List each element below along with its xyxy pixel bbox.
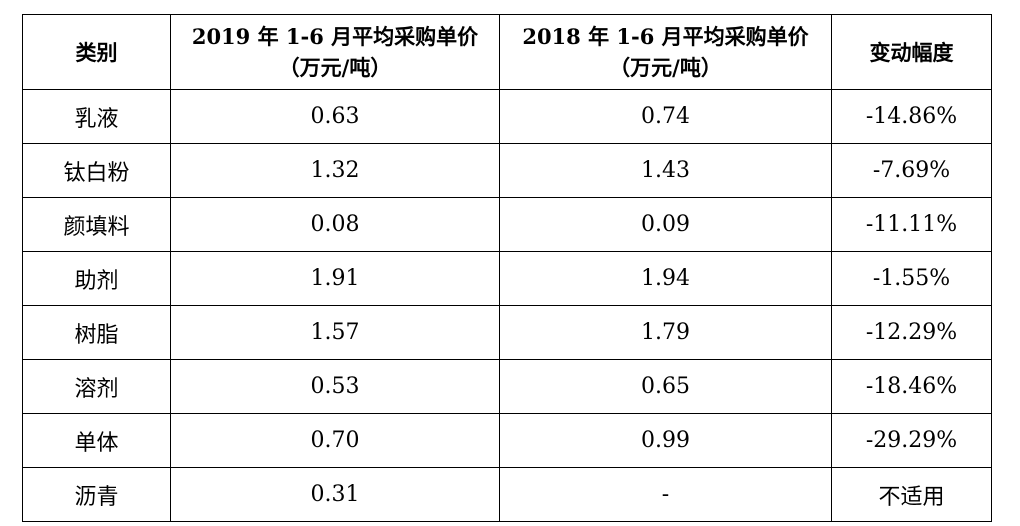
cell-price-2019: 0.31 <box>170 467 500 522</box>
cell-price-2019: 1.32 <box>170 143 500 198</box>
cell-category: 溶剂 <box>22 359 171 414</box>
header-price-2018: 2018 年 1-6 月平均采购单价 （万元/吨） <box>499 14 832 90</box>
table-row: 颜填料 0.08 0.09 -11.11% <box>22 197 992 252</box>
header-category-label: 类别 <box>75 39 118 65</box>
table-row: 乳液 0.63 0.74 -14.86% <box>22 89 992 144</box>
cell-price-2018: 0.99 <box>499 413 832 468</box>
header-change-label: 变动幅度 <box>869 39 954 65</box>
table-row: 沥青 0.31 - 不适用 <box>22 467 992 522</box>
cell-price-2018: - <box>499 467 832 522</box>
cell-change: -18.46% <box>831 359 992 414</box>
cell-change: -14.86% <box>831 89 992 144</box>
purchase-price-table: 类别 2019 年 1-6 月平均采购单价 （万元/吨） 2018 年 1-6 … <box>22 14 992 522</box>
cell-price-2018: 1.79 <box>499 305 832 360</box>
cell-price-2019: 0.63 <box>170 89 500 144</box>
header-category: 类别 <box>22 14 171 90</box>
cell-price-2018: 1.43 <box>499 143 832 198</box>
cell-price-2019: 0.08 <box>170 197 500 252</box>
header-price-2018-title: 2018 年 1-6 月平均采购单价 <box>522 24 809 49</box>
table-row: 助剂 1.91 1.94 -1.55% <box>22 251 992 306</box>
cell-change: -11.11% <box>831 197 992 252</box>
cell-change: -29.29% <box>831 413 992 468</box>
table-row: 钛白粉 1.32 1.43 -7.69% <box>22 143 992 198</box>
cell-category: 单体 <box>22 413 171 468</box>
table-row: 树脂 1.57 1.79 -12.29% <box>22 305 992 360</box>
cell-category: 钛白粉 <box>22 143 171 198</box>
table-row: 单体 0.70 0.99 -29.29% <box>22 413 992 468</box>
cell-category: 助剂 <box>22 251 171 306</box>
header-price-2019-title: 2019 年 1-6 月平均采购单价 <box>191 24 479 49</box>
header-price-2019: 2019 年 1-6 月平均采购单价 （万元/吨） <box>170 14 500 90</box>
cell-price-2018: 0.09 <box>499 197 832 252</box>
cell-price-2019: 1.57 <box>170 305 500 360</box>
cell-category: 树脂 <box>22 305 171 360</box>
header-price-2019-unit: （万元/吨） <box>278 55 392 80</box>
table-header-row: 类别 2019 年 1-6 月平均采购单价 （万元/吨） 2018 年 1-6 … <box>22 14 992 90</box>
cell-change: -12.29% <box>831 305 992 360</box>
cell-price-2018: 0.65 <box>499 359 832 414</box>
table-row: 溶剂 0.53 0.65 -18.46% <box>22 359 992 414</box>
cell-change: 不适用 <box>831 467 992 522</box>
cell-price-2018: 0.74 <box>499 89 832 144</box>
cell-price-2019: 0.53 <box>170 359 500 414</box>
header-change: 变动幅度 <box>831 14 992 90</box>
cell-category: 沥青 <box>22 467 171 522</box>
header-price-2018-unit: （万元/吨） <box>609 55 722 80</box>
cell-category: 颜填料 <box>22 197 171 252</box>
cell-change: -1.55% <box>831 251 992 306</box>
cell-change: -7.69% <box>831 143 992 198</box>
cell-price-2019: 1.91 <box>170 251 500 306</box>
cell-price-2019: 0.70 <box>170 413 500 468</box>
cell-category: 乳液 <box>22 89 171 144</box>
cell-price-2018: 1.94 <box>499 251 832 306</box>
purchase-price-table-container: 类别 2019 年 1-6 月平均采购单价 （万元/吨） 2018 年 1-6 … <box>22 14 992 522</box>
